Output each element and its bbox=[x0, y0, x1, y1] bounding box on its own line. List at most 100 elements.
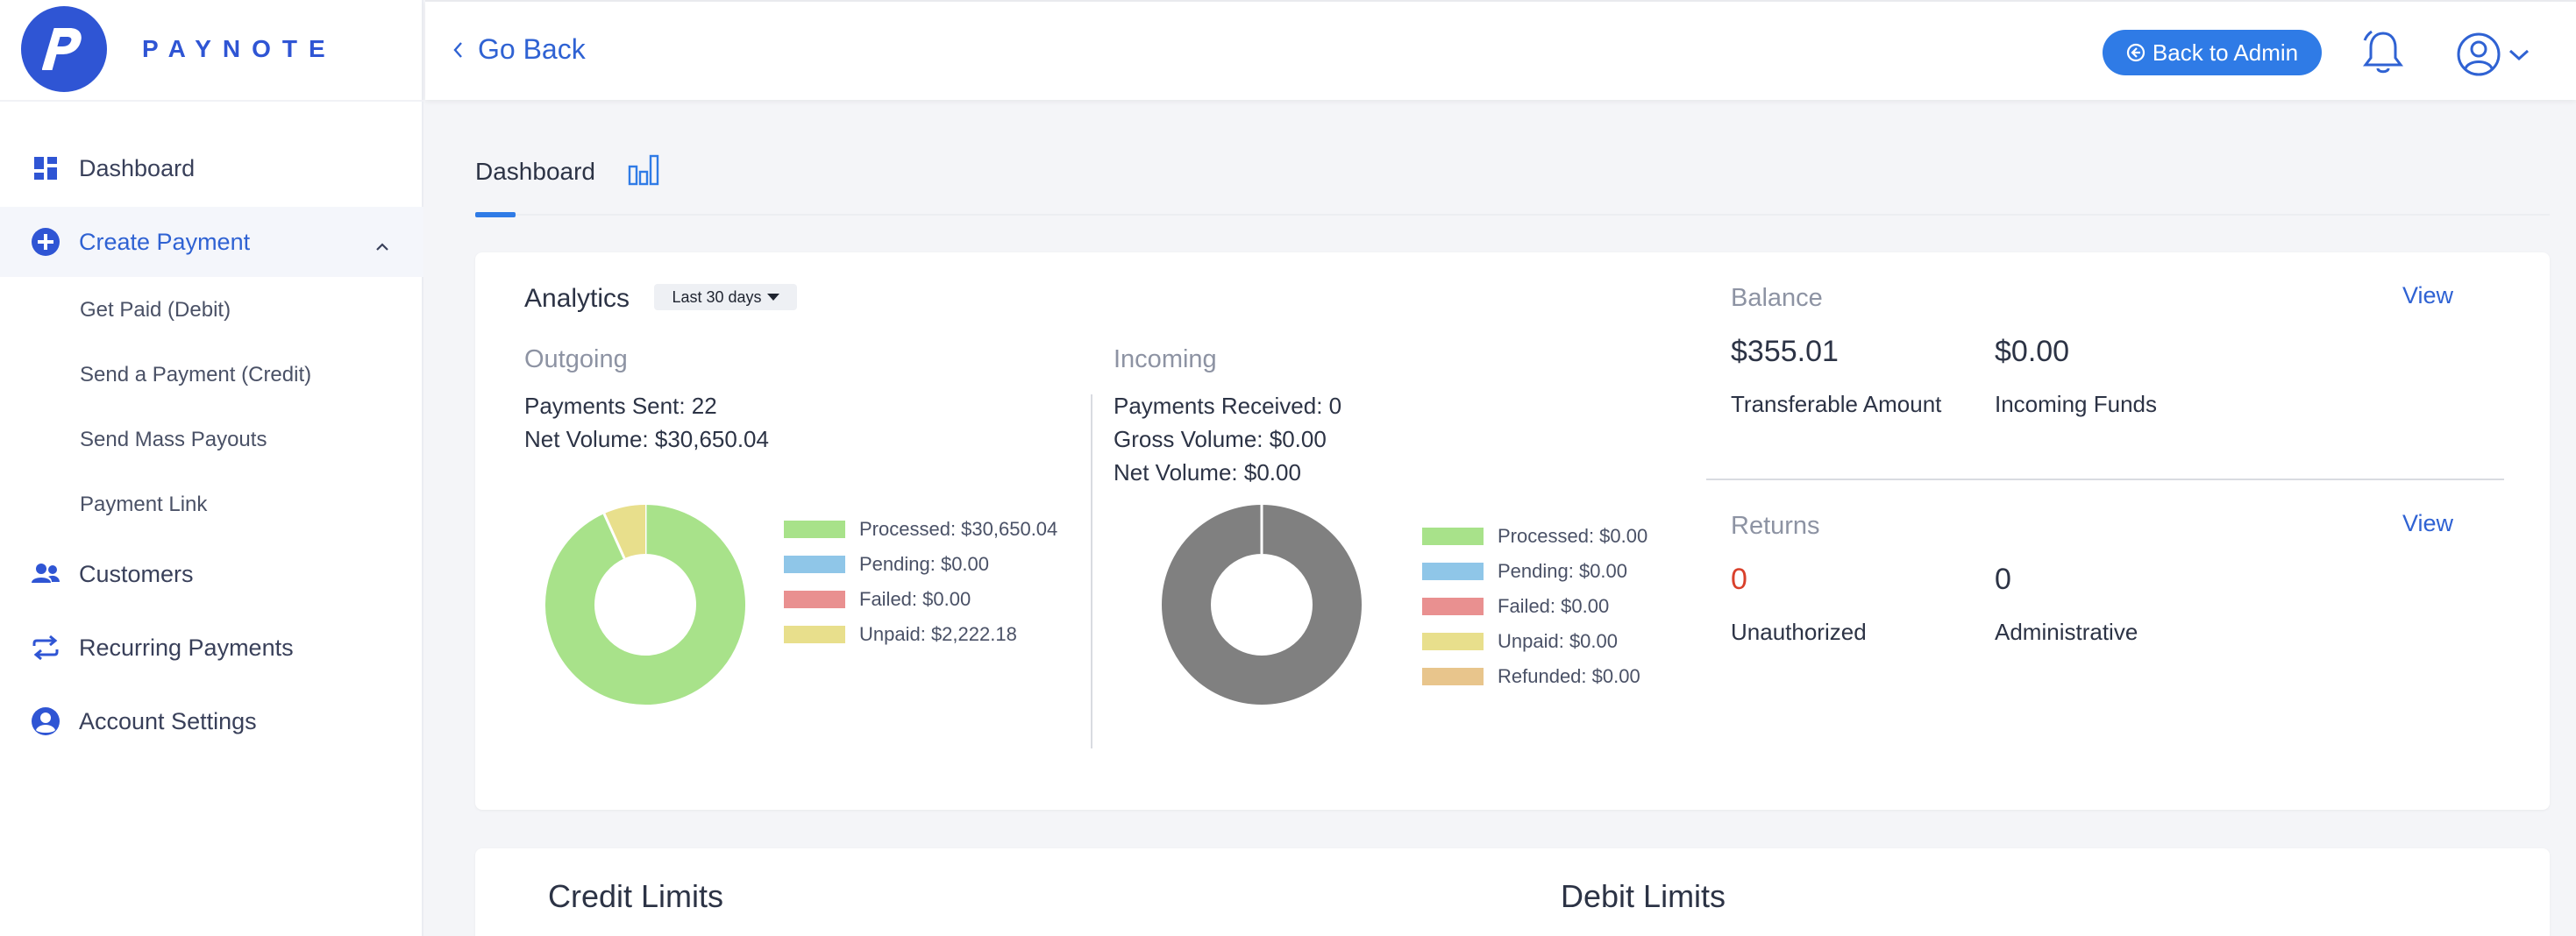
incoming-legend-item: Failed: $0.00 bbox=[1422, 589, 1647, 624]
sidebar: PAYNOTE Dashboard Create Payment Get Pai… bbox=[0, 0, 423, 936]
sidebar-item-create-payment[interactable]: Create Payment bbox=[0, 207, 423, 277]
sidebar-subitem-get-paid[interactable]: Get Paid (Debit) bbox=[80, 298, 231, 322]
outgoing-legend-item: Failed: $0.00 bbox=[784, 582, 1057, 617]
sidebar-item-label: Account Settings bbox=[79, 707, 257, 734]
returns-view-link[interactable]: View bbox=[2402, 510, 2454, 536]
transferable-amount-label: Transferable Amount bbox=[1731, 391, 1942, 417]
incoming-gross-volume: Gross Volume: $0.00 bbox=[1114, 426, 1327, 452]
debit-limits-title: Debit Limits bbox=[1561, 878, 1726, 914]
incoming-funds-value: $0.00 bbox=[1995, 335, 2070, 368]
date-range-dropdown[interactable]: Last 30 days bbox=[654, 284, 797, 310]
chevron-left-icon bbox=[453, 41, 462, 58]
repeat-icon bbox=[28, 630, 63, 665]
incoming-net-volume: Net Volume: $0.00 bbox=[1114, 459, 1301, 486]
sidebar-item-label: Dashboard bbox=[79, 154, 196, 181]
back-arrow-circle-icon bbox=[2126, 43, 2145, 62]
top-header: Go Back Back to Admin bbox=[425, 0, 2576, 100]
legend-swatch bbox=[1422, 633, 1484, 650]
legend-swatch bbox=[1422, 598, 1484, 615]
legend-swatch bbox=[1422, 528, 1484, 545]
user-circle-icon bbox=[28, 704, 63, 739]
legend-swatch bbox=[784, 556, 845, 573]
sidebar-subitem-send-payment[interactable]: Send a Payment (Credit) bbox=[80, 363, 312, 386]
legend-label: Processed: $30,650.04 bbox=[859, 518, 1058, 540]
legend-label: Unpaid: $2,222.18 bbox=[859, 623, 1017, 645]
legend-swatch bbox=[1422, 668, 1484, 685]
outgoing-title: Outgoing bbox=[524, 345, 628, 373]
incoming-legend-item: Refunded: $0.00 bbox=[1422, 659, 1647, 694]
sidebar-item-account-settings[interactable]: Account Settings bbox=[0, 686, 423, 756]
sidebar-item-label: Create Payment bbox=[79, 228, 251, 255]
go-back-link[interactable]: Go Back bbox=[452, 33, 586, 66]
tab-dashboard[interactable]: Dashboard bbox=[475, 158, 595, 186]
limits-card: Credit Limits Debit Limits bbox=[475, 848, 2550, 936]
outgoing-slice bbox=[545, 505, 745, 705]
outgoing-legend-item: Processed: $30,650.04 bbox=[784, 512, 1057, 547]
returns-title: Returns bbox=[1731, 512, 1820, 540]
user-avatar-icon bbox=[2457, 32, 2501, 76]
credit-limits-title: Credit Limits bbox=[548, 878, 724, 914]
go-back-label: Go Back bbox=[478, 33, 586, 65]
analytics-card: Analytics Last 30 days Outgoing Payments… bbox=[475, 252, 2550, 810]
legend-swatch bbox=[1422, 563, 1484, 580]
back-to-admin-button[interactable]: Back to Admin bbox=[2103, 30, 2322, 75]
transferable-amount-value: $355.01 bbox=[1731, 335, 1839, 368]
sidebar-item-label: Customers bbox=[79, 560, 194, 587]
sidebar-subitem-mass-payouts[interactable]: Send Mass Payouts bbox=[80, 428, 267, 451]
payments-received: Payments Received: 0 bbox=[1114, 393, 1342, 419]
plus-circle-icon bbox=[28, 224, 63, 259]
incoming-funds-label: Incoming Funds bbox=[1995, 391, 2157, 417]
sidebar-item-dashboard[interactable]: Dashboard bbox=[0, 133, 423, 203]
brand-name: PAYNOTE bbox=[142, 35, 337, 62]
date-range-label: Last 30 days bbox=[672, 287, 762, 306]
sidebar-item-customers[interactable]: Customers bbox=[0, 539, 423, 609]
outgoing-legend-item: Pending: $0.00 bbox=[784, 547, 1057, 582]
outgoing-legend-item: Unpaid: $2,222.18 bbox=[784, 617, 1057, 652]
tab-active-indicator bbox=[475, 212, 516, 217]
balance-returns-divider bbox=[1706, 479, 2504, 480]
notification-bell-icon[interactable] bbox=[2359, 28, 2407, 83]
outgoing-slice-separator bbox=[602, 513, 626, 559]
analytics-title: Analytics bbox=[524, 284, 630, 313]
sidebar-subitem-payment-link[interactable]: Payment Link bbox=[80, 493, 208, 516]
tab-rule bbox=[475, 214, 2550, 216]
sidebar-item-recurring-payments[interactable]: Recurring Payments bbox=[0, 613, 423, 683]
incoming-title: Incoming bbox=[1114, 345, 1217, 373]
chevron-down-icon bbox=[2508, 49, 2530, 61]
payments-sent: Payments Sent: 22 bbox=[524, 393, 717, 419]
legend-swatch bbox=[784, 626, 845, 643]
legend-label: Processed: $0.00 bbox=[1498, 525, 1648, 547]
legend-swatch bbox=[784, 591, 845, 608]
legend-label: Failed: $0.00 bbox=[859, 588, 971, 610]
balance-title: Balance bbox=[1731, 284, 1823, 312]
incoming-legend-item: Pending: $0.00 bbox=[1422, 554, 1647, 589]
sidebar-divider bbox=[0, 100, 423, 102]
legend-label: Pending: $0.00 bbox=[1498, 560, 1628, 582]
administrative-value: 0 bbox=[1995, 563, 2011, 596]
legend-label: Failed: $0.00 bbox=[1498, 595, 1610, 617]
bar-chart-icon bbox=[628, 152, 659, 190]
legend-swatch bbox=[784, 521, 845, 538]
incoming-legend-item: Unpaid: $0.00 bbox=[1422, 624, 1647, 659]
caret-down-icon bbox=[766, 294, 779, 301]
outgoing-slice bbox=[604, 505, 647, 559]
balance-view-link[interactable]: View bbox=[2402, 282, 2454, 308]
chevron-up-icon[interactable] bbox=[374, 231, 390, 259]
unauthorized-label: Unauthorized bbox=[1731, 619, 1867, 645]
users-icon bbox=[28, 557, 63, 592]
incoming-legend: Processed: $0.00 Pending: $0.00 Failed: $0… bbox=[1422, 519, 1647, 694]
user-menu[interactable] bbox=[2456, 32, 2531, 77]
back-to-admin-label: Back to Admin bbox=[2152, 39, 2299, 66]
incoming-legend-item: Processed: $0.00 bbox=[1422, 519, 1647, 554]
outgoing-legend: Processed: $30,650.04 Pending: $0.00 Faile… bbox=[784, 512, 1057, 652]
unauthorized-value: 0 bbox=[1731, 563, 1747, 596]
brand-logo[interactable]: PAYNOTE bbox=[21, 5, 337, 93]
incoming-donut-chart bbox=[1162, 505, 1362, 705]
outgoing-donut-chart bbox=[545, 505, 745, 705]
logo-mark bbox=[21, 6, 107, 92]
outgoing-net-volume: Net Volume: $30,650.04 bbox=[524, 426, 769, 452]
legend-label: Pending: $0.00 bbox=[859, 553, 990, 575]
grid-icon bbox=[28, 151, 63, 186]
legend-label: Unpaid: $0.00 bbox=[1498, 630, 1618, 652]
administrative-label: Administrative bbox=[1995, 619, 2138, 645]
